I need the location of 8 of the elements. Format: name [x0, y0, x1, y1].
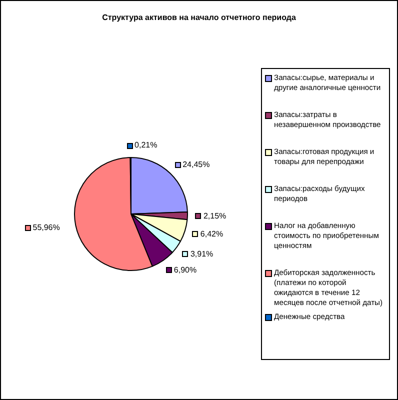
data-label: 3,91%	[190, 249, 214, 258]
data-label: 6,90%	[174, 266, 197, 275]
data-label: 2,15%	[203, 211, 226, 220]
data-label: 24,45%	[182, 160, 210, 169]
data-label: 55,96%	[32, 222, 60, 232]
data-label: 0,21%	[134, 140, 158, 150]
chart-title: Структура активов на начало отчетного периода	[101, 13, 297, 22]
data-label: 6,42%	[200, 230, 224, 239]
